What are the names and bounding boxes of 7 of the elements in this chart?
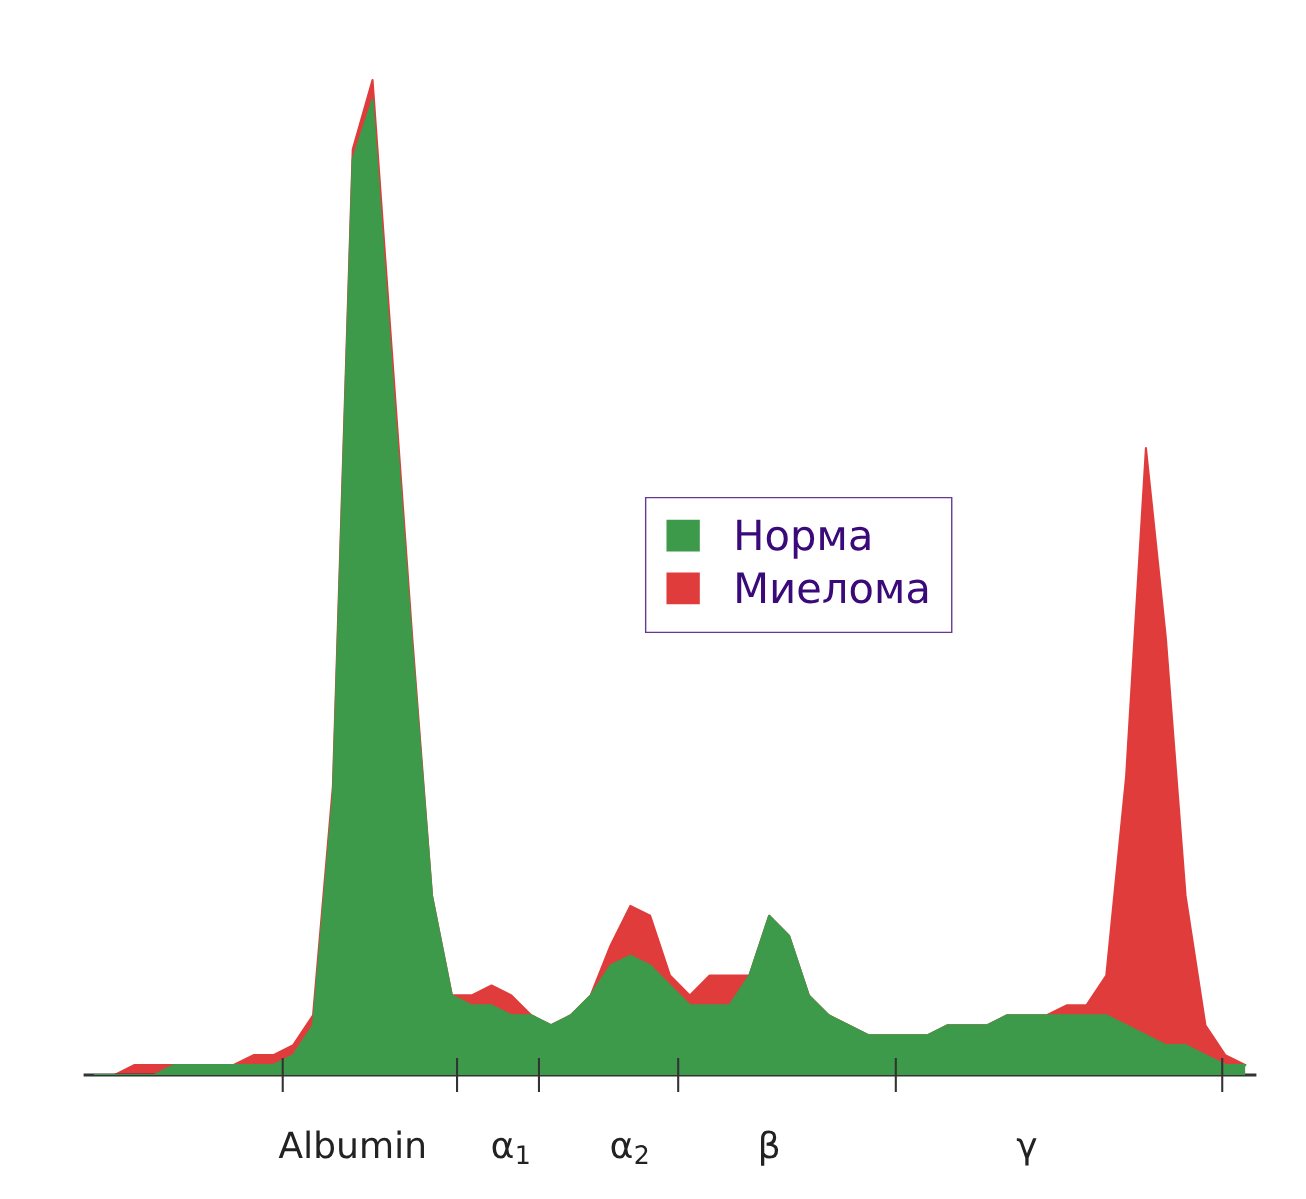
legend-label: Миелома xyxy=(737,572,928,604)
x-tick-label: β xyxy=(761,1130,779,1166)
x-tick-label: α$_{1}$ xyxy=(492,1137,529,1164)
x-tick-label: α$_{2}$ xyxy=(611,1137,648,1164)
legend-label: Норма xyxy=(737,519,870,559)
x-tick-label: Albumin xyxy=(278,1130,424,1159)
x-tick-label: γ xyxy=(1016,1138,1037,1166)
